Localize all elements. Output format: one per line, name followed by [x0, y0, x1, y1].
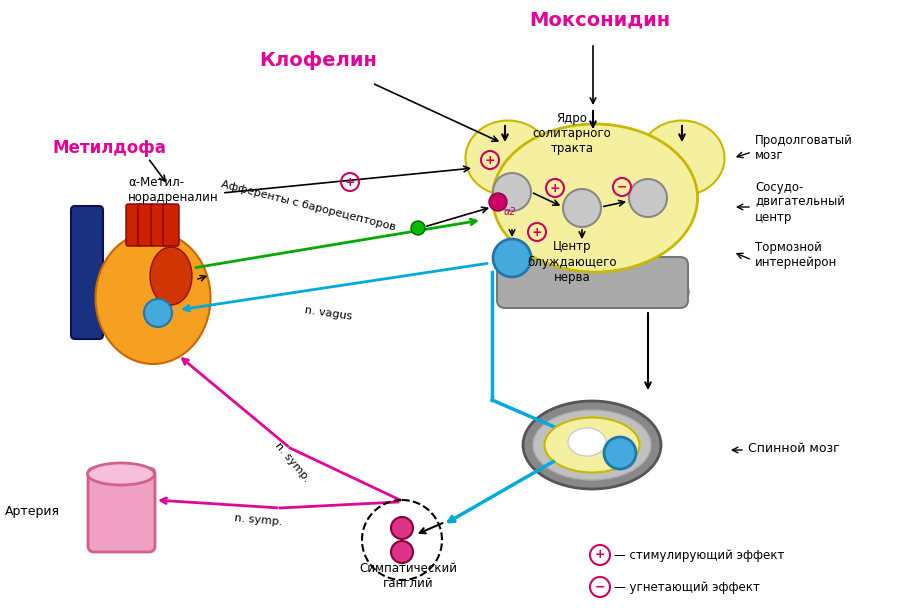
Text: α-Метил-
норадреналин: α-Метил- норадреналин	[128, 176, 218, 204]
Ellipse shape	[501, 276, 539, 308]
FancyBboxPatch shape	[138, 204, 154, 246]
Text: n. symp.: n. symp.	[273, 440, 311, 483]
Circle shape	[563, 189, 601, 227]
FancyBboxPatch shape	[163, 204, 179, 246]
Text: Афференты с барорецепторов: Афференты с барорецепторов	[219, 179, 396, 232]
Circle shape	[391, 541, 413, 563]
Circle shape	[493, 173, 531, 211]
Text: n. vagus: n. vagus	[304, 305, 352, 322]
Ellipse shape	[531, 276, 569, 308]
Text: Клофелин: Клофелин	[259, 50, 377, 69]
Ellipse shape	[544, 418, 640, 472]
Ellipse shape	[150, 247, 192, 305]
Text: Спинной мозг: Спинной мозг	[748, 442, 840, 454]
Ellipse shape	[640, 121, 724, 196]
Text: Продолговатый
мозг: Продолговатый мозг	[755, 134, 853, 162]
Ellipse shape	[533, 410, 651, 480]
Ellipse shape	[568, 428, 606, 456]
Text: — стимулирующий эффект: — стимулирующий эффект	[614, 549, 784, 561]
Text: Артерия: Артерия	[5, 506, 60, 518]
Circle shape	[411, 221, 425, 235]
Ellipse shape	[651, 276, 689, 308]
FancyBboxPatch shape	[126, 204, 142, 246]
Text: +: +	[345, 175, 355, 189]
Ellipse shape	[96, 232, 210, 364]
Text: Сосудо-
двигательный
центр: Сосудо- двигательный центр	[755, 180, 845, 223]
Circle shape	[391, 517, 413, 539]
Text: +: +	[595, 549, 605, 561]
Ellipse shape	[591, 276, 629, 308]
Ellipse shape	[502, 130, 687, 260]
Ellipse shape	[466, 121, 551, 196]
Text: Ядро
солитарного
тракта: Ядро солитарного тракта	[532, 112, 612, 155]
Text: −: −	[595, 581, 605, 593]
Text: Моксонидин: Моксонидин	[530, 10, 671, 30]
FancyBboxPatch shape	[151, 204, 167, 246]
Text: Метилдофа: Метилдофа	[52, 139, 166, 157]
Ellipse shape	[523, 401, 661, 489]
Circle shape	[493, 239, 531, 277]
Ellipse shape	[621, 276, 659, 308]
FancyBboxPatch shape	[71, 206, 103, 339]
Text: — угнетающий эффект: — угнетающий эффект	[614, 581, 760, 593]
Circle shape	[604, 437, 636, 469]
FancyBboxPatch shape	[88, 468, 155, 552]
Text: Тормозной
интернейрон: Тормозной интернейрон	[755, 241, 837, 269]
Circle shape	[144, 299, 172, 327]
Ellipse shape	[492, 124, 697, 272]
Circle shape	[489, 193, 507, 211]
Ellipse shape	[87, 463, 155, 485]
Text: +: +	[485, 154, 495, 167]
Circle shape	[629, 179, 667, 217]
Text: +: +	[550, 181, 561, 194]
Text: Симпатический
ганглий: Симпатический ганглий	[359, 562, 457, 590]
Text: +: +	[531, 226, 542, 239]
Text: α2: α2	[504, 207, 516, 217]
Ellipse shape	[561, 276, 599, 308]
Text: n. symp.: n. symp.	[234, 513, 282, 527]
Text: −: −	[617, 180, 627, 194]
FancyBboxPatch shape	[497, 257, 688, 308]
Text: Центр
блуждающего
нерва: Центр блуждающего нерва	[527, 240, 617, 284]
